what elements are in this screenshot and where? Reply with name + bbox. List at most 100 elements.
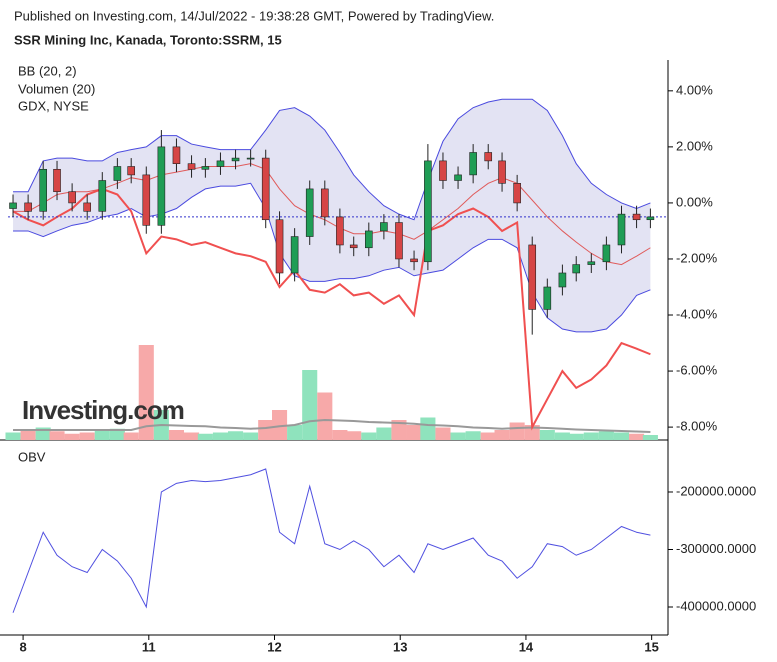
- legend-obv: OBV: [18, 449, 46, 464]
- candle-body: [364, 230, 373, 249]
- volume-bar: [94, 430, 110, 440]
- volume-bar: [287, 425, 303, 440]
- volume-bar: [539, 430, 555, 440]
- candle-body: [187, 163, 196, 170]
- y-tick-label: -300000.0000: [676, 541, 756, 556]
- legend-bands: BB (20, 2): [18, 63, 77, 78]
- y-tick-label: -2.00%: [676, 250, 718, 265]
- candle-body: [98, 180, 107, 212]
- candle-body: [320, 188, 329, 218]
- candle-body: [231, 157, 240, 162]
- band-upper: [13, 98, 651, 221]
- candle-body: [275, 219, 284, 274]
- candle-body: [469, 152, 477, 176]
- band-lower: [13, 182, 651, 333]
- candle-body: [24, 202, 32, 212]
- candle-body: [380, 222, 388, 232]
- volume-bar: [554, 432, 570, 440]
- volume-bar: [435, 427, 451, 440]
- x-tick-label: 14: [519, 639, 534, 654]
- volume-bar: [258, 420, 274, 440]
- candle-body: [216, 160, 225, 167]
- candle-body: [157, 146, 166, 226]
- y-tick-label: 0.00%: [676, 194, 713, 209]
- volume-bar: [228, 431, 244, 440]
- volume-bar: [391, 420, 407, 440]
- candle-body: [558, 272, 567, 288]
- candle-body: [349, 244, 358, 249]
- x-tick-label: 13: [393, 639, 407, 654]
- candle-body: [127, 166, 135, 176]
- volume-bar: [376, 427, 392, 440]
- volume-bar: [480, 432, 496, 440]
- volume-ma: [13, 418, 651, 433]
- candle-body: [246, 157, 255, 160]
- candle-body: [602, 244, 611, 263]
- volume-bar: [317, 392, 333, 440]
- volume-bar: [332, 430, 348, 440]
- band-middle: [13, 163, 651, 266]
- x-tick-label: 8: [19, 639, 26, 654]
- candle-body: [39, 168, 48, 212]
- watermark: Investing.com: [22, 395, 184, 425]
- candle-body: [53, 168, 61, 193]
- volume-bar: [465, 431, 481, 440]
- candle-body: [484, 152, 493, 162]
- x-tick-label: 11: [142, 639, 156, 654]
- candle-body: [617, 213, 626, 246]
- volume-bar: [420, 417, 436, 440]
- candle-body: [632, 213, 641, 221]
- volume-bar: [184, 432, 200, 440]
- volume-bar: [272, 410, 288, 440]
- candle-body: [9, 202, 17, 209]
- x-tick-label: 15: [644, 639, 658, 654]
- candle-body: [439, 160, 447, 181]
- y-tick-label: -400000.0000: [676, 598, 756, 613]
- y-tick-label: 2.00%: [676, 138, 713, 153]
- obv-line: [12, 468, 651, 613]
- chart-title: SSR Mining Inc, Kanada, Toronto:SSRM, 15: [14, 32, 282, 47]
- gdx-line: [12, 187, 651, 431]
- volume-bar: [583, 432, 599, 440]
- candle-body: [424, 160, 432, 263]
- volume-bar: [49, 431, 65, 440]
- volume-bar: [138, 345, 154, 440]
- candle-body: [113, 166, 122, 181]
- volume-bar: [79, 432, 95, 440]
- candle-body: [454, 174, 462, 181]
- volume-bar: [629, 433, 645, 440]
- legend-volume: Volumen (20): [18, 81, 95, 96]
- candle-body: [290, 236, 299, 274]
- volume-bar: [212, 432, 228, 440]
- candle-body: [498, 160, 506, 184]
- legend-gdx: GDX, NYSE: [18, 98, 89, 113]
- volume-bar: [450, 432, 466, 440]
- candle-body: [410, 258, 418, 263]
- y-tick-label: -6.00%: [676, 362, 718, 377]
- volume-bar: [494, 430, 510, 440]
- candle-body: [513, 183, 521, 204]
- volume-bar: [64, 433, 80, 440]
- candle-body: [572, 264, 581, 274]
- volume-bar: [123, 432, 139, 440]
- volume-bar: [197, 433, 213, 440]
- candle-body: [83, 202, 91, 212]
- volume-bar: [109, 428, 125, 440]
- volume-bar: [243, 432, 259, 440]
- candle-body: [543, 286, 552, 310]
- candle-body: [201, 166, 210, 170]
- volume-bar: [302, 370, 318, 440]
- candle-body: [336, 216, 344, 246]
- volume-bar: [568, 433, 584, 440]
- y-tick-label: -8.00%: [676, 419, 718, 434]
- x-tick-label: 12: [267, 639, 281, 654]
- volume-bar: [20, 430, 36, 440]
- volume-bar: [168, 430, 184, 440]
- volume-bar: [642, 435, 658, 440]
- volume-bar: [361, 432, 377, 440]
- candle-body: [395, 222, 403, 260]
- y-tick-label: -200000.0000: [676, 483, 756, 498]
- candle-body: [305, 188, 314, 237]
- volume-bar: [346, 431, 362, 440]
